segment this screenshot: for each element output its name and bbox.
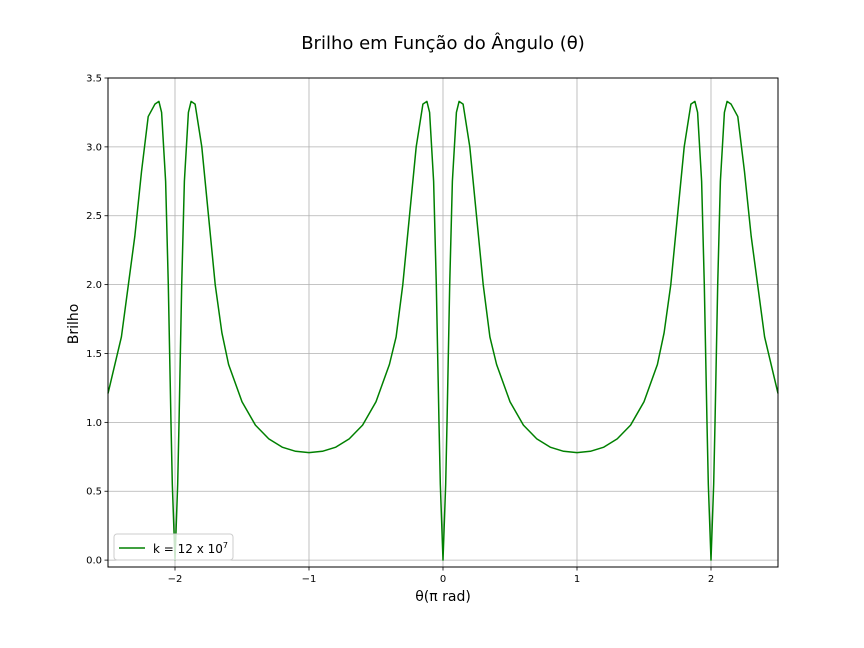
y-tick-label: 0.5	[86, 487, 102, 498]
legend-box	[113, 533, 234, 561]
series-layer	[107, 100, 779, 561]
x-tick-label: −2	[168, 574, 183, 585]
y-tick-label: 0.0	[86, 556, 102, 567]
y-tick-label: 2.0	[86, 280, 102, 291]
ticks: −2 −1 0 1 2 0.0 0.5 1.0 1.5 2.0 2.5 3.0 3.5	[86, 74, 714, 586]
y-tick-label: 3.5	[86, 74, 102, 85]
y-tick-label: 1.0	[86, 418, 102, 429]
x-tick-label: −1	[302, 574, 317, 585]
legend-label-main: k = 12 x 10	[153, 542, 223, 556]
y-tick-label: 3.0	[86, 142, 102, 153]
y-tick-label: 2.5	[86, 211, 102, 222]
legend-label: k = 12 x 107	[153, 541, 228, 556]
chart-title: Brilho em Função do Ângulo (θ)	[301, 32, 585, 54]
grid	[108, 77, 778, 567]
x-tick-label: 0	[440, 574, 446, 585]
series-line	[107, 100, 779, 561]
y-axis-label: Brilho	[66, 304, 82, 345]
legend: k = 12 x 107	[113, 533, 234, 561]
x-tick-label: 2	[708, 574, 714, 585]
x-tick-label: 1	[574, 574, 580, 585]
legend-label-superscript: 7	[223, 541, 228, 550]
y-tick-label: 1.5	[86, 349, 102, 360]
x-axis-label: θ(π rad)	[415, 589, 471, 605]
